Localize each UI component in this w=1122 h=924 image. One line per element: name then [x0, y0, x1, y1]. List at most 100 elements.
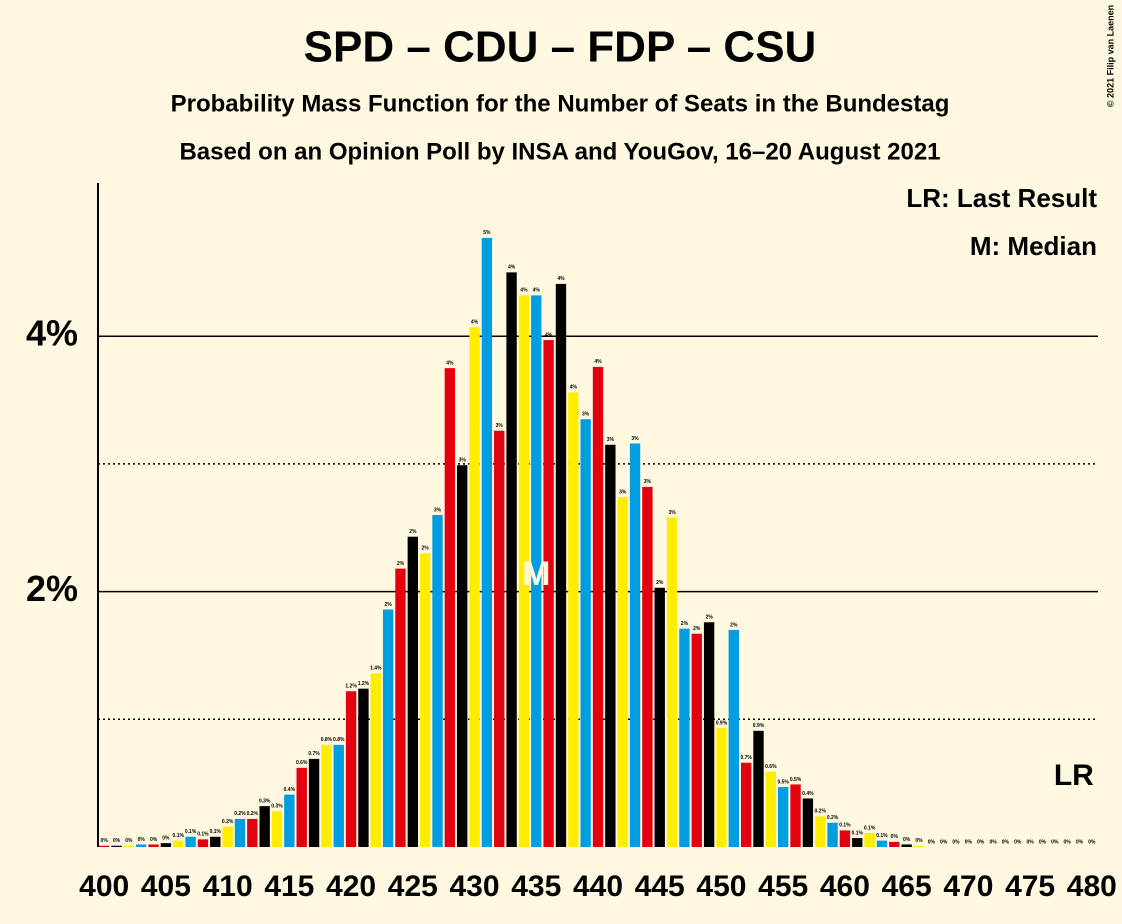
bar: [234, 818, 246, 847]
value-label: 0.2%: [234, 811, 246, 817]
value-label: 4%: [446, 360, 454, 366]
value-label: 0.1%: [210, 829, 222, 835]
value-label: 0.8%: [321, 737, 333, 743]
legend-entry: M: Median: [970, 231, 1097, 261]
x-tick-label: 450: [696, 870, 746, 903]
value-label: 2%: [656, 580, 664, 586]
bar: [210, 836, 221, 847]
value-label: 1.2%: [345, 684, 357, 690]
value-label: 2%: [730, 622, 738, 628]
value-label: 0.1%: [839, 823, 851, 829]
value-label: 0%: [1076, 839, 1084, 845]
bar: [679, 628, 690, 847]
value-label: 3%: [434, 507, 442, 513]
bar: [728, 629, 739, 847]
x-tick-label: 425: [388, 870, 438, 903]
value-label: 0%: [1051, 839, 1059, 845]
x-tick-label: 455: [758, 870, 808, 903]
value-label: 0%: [891, 834, 899, 840]
bar: [370, 673, 381, 847]
legend-entry: LR: Last Result: [906, 183, 1097, 213]
bar: [185, 836, 196, 847]
bar: [111, 845, 122, 847]
value-label: 0.4%: [284, 787, 296, 793]
bar: [605, 444, 616, 847]
y-tick-label: 4%: [26, 313, 78, 354]
bar: [691, 633, 702, 847]
bar: [889, 841, 900, 847]
value-label: 2%: [705, 615, 713, 621]
value-label: 0%: [1039, 839, 1047, 845]
value-label: 0%: [125, 838, 133, 844]
bar: [753, 730, 764, 847]
value-label: 0%: [952, 839, 960, 845]
value-label: 0%: [940, 839, 948, 845]
bar: [642, 486, 653, 847]
bar: [494, 430, 505, 847]
value-label: 2%: [409, 529, 417, 535]
value-label: 2%: [397, 561, 405, 567]
value-label: 0.7%: [740, 755, 752, 761]
value-label: 4%: [471, 320, 479, 326]
value-label: 2%: [693, 626, 701, 632]
value-label: 4%: [533, 288, 541, 294]
value-label: 0%: [903, 837, 911, 843]
bar: [382, 609, 394, 847]
value-label: 0.7%: [308, 751, 320, 757]
bar: [876, 840, 888, 847]
value-label: 0%: [989, 839, 997, 845]
value-label: 0.6%: [765, 764, 777, 770]
bar: [765, 771, 777, 847]
value-label: 0.2%: [827, 815, 839, 821]
value-label: 4%: [570, 385, 578, 391]
bar: [407, 536, 418, 847]
x-tick-label: 475: [1005, 870, 1055, 903]
bar: [333, 744, 344, 847]
bar: [296, 767, 307, 847]
bar: [568, 392, 579, 847]
value-label: 3%: [631, 436, 639, 442]
bar: [802, 798, 814, 847]
value-label: 3%: [582, 412, 590, 418]
bar: [852, 838, 863, 847]
value-label: 2%: [385, 602, 393, 608]
value-label: 3%: [607, 437, 615, 443]
value-label: 0.9%: [716, 721, 728, 727]
x-tick-label: 480: [1067, 870, 1117, 903]
value-label: 0%: [150, 837, 158, 843]
bar: [654, 587, 665, 847]
y-tick-label: 2%: [26, 568, 78, 609]
value-label: 5%: [483, 230, 491, 236]
value-label: 4%: [520, 288, 528, 294]
value-label: 0%: [965, 839, 973, 845]
chart-title: SPD – CDU – FDP – CSU: [304, 23, 817, 72]
bar: [543, 340, 554, 847]
value-label: 0.8%: [333, 737, 345, 743]
bar: [148, 844, 159, 847]
value-label: 1.2%: [358, 681, 370, 687]
value-label: 0.3%: [259, 798, 271, 804]
x-tick-label: 430: [450, 870, 500, 903]
value-label: 4%: [557, 276, 565, 282]
bar: [173, 840, 184, 847]
bar: [518, 295, 530, 847]
bar: [259, 806, 270, 847]
value-label: 0%: [977, 839, 985, 845]
bar: [555, 283, 567, 847]
bar: [629, 443, 641, 847]
bar: [222, 826, 233, 847]
bar: [913, 845, 925, 847]
x-tick-label: 460: [820, 870, 870, 903]
value-label: 0.2%: [815, 809, 827, 815]
value-label: 0%: [162, 835, 170, 841]
value-label: 0.1%: [197, 832, 209, 838]
x-tick-label: 465: [882, 870, 932, 903]
value-label: 0.1%: [173, 833, 185, 839]
subtitle: Based on an Opinion Poll by INSA and You…: [179, 138, 940, 165]
bar: [666, 517, 678, 847]
value-label: 0%: [101, 838, 109, 844]
value-label: 0.2%: [247, 811, 259, 817]
value-label: 0%: [1026, 839, 1034, 845]
bar: [308, 758, 320, 847]
bar: [790, 784, 801, 847]
